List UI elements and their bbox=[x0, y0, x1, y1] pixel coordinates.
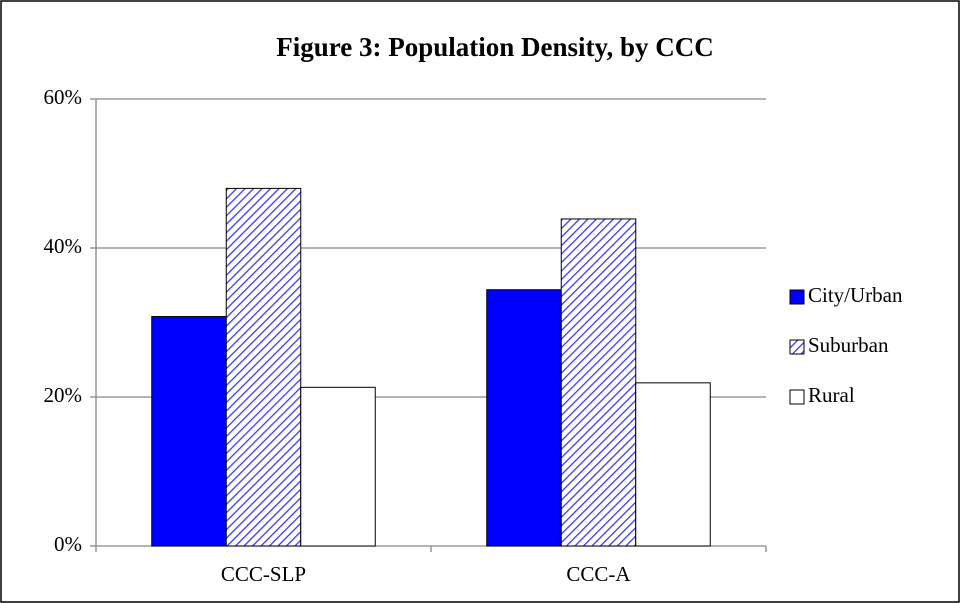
bar bbox=[151, 316, 227, 547]
x-tick-label: CCC-SLP bbox=[221, 562, 306, 586]
legend-label: Suburban bbox=[808, 333, 889, 357]
bar bbox=[560, 218, 637, 547]
legend-swatch bbox=[789, 289, 805, 305]
legend-label: City/Urban bbox=[808, 283, 903, 307]
legend-label: Rural bbox=[808, 383, 855, 407]
bar bbox=[300, 386, 376, 547]
bar bbox=[225, 187, 302, 547]
chart-title: Figure 3: Population Density, by CCC bbox=[276, 32, 714, 62]
y-tick-label: 60% bbox=[44, 85, 83, 109]
bar bbox=[635, 382, 711, 547]
legend-swatch bbox=[789, 339, 805, 355]
y-tick-label: 40% bbox=[44, 234, 83, 258]
y-tick-label: 20% bbox=[44, 383, 83, 407]
legend-swatch bbox=[789, 389, 805, 405]
bar bbox=[486, 289, 562, 547]
y-tick-label: 0% bbox=[54, 532, 82, 556]
x-tick-label: CCC-A bbox=[566, 562, 631, 586]
